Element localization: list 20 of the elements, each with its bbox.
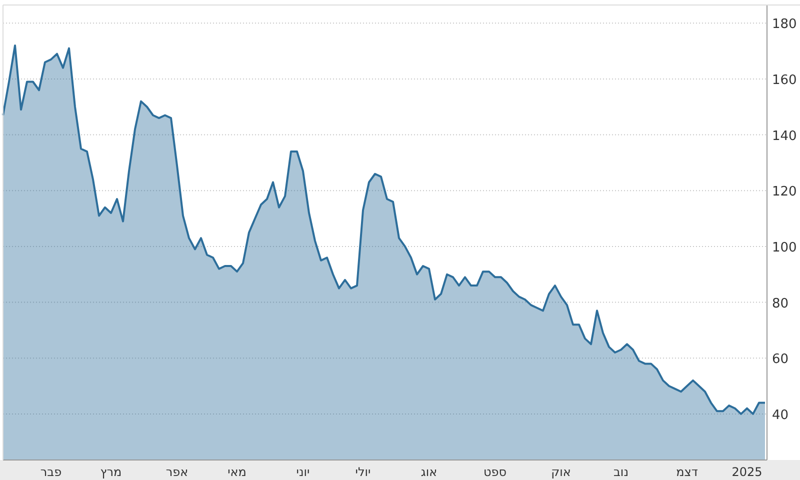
x-tick-label: יוני bbox=[296, 465, 310, 479]
x-tick-label: אוק bbox=[551, 465, 571, 479]
x-tick-label: מאי bbox=[228, 465, 246, 479]
y-tick-label: 120 bbox=[772, 184, 797, 200]
x-tick-label: 2025 bbox=[732, 465, 762, 479]
x-tick-label: פבר bbox=[40, 465, 62, 479]
y-tick-label: 80 bbox=[772, 296, 789, 312]
y-tick-label: 60 bbox=[772, 352, 789, 368]
y-tick-label: 140 bbox=[772, 128, 797, 144]
x-tick-label: ספט bbox=[483, 465, 507, 479]
x-tick-label: מרץ bbox=[100, 465, 122, 479]
y-tick-label: 40 bbox=[772, 408, 789, 423]
y-tick-label: 100 bbox=[772, 240, 797, 256]
x-tick-label: נוב bbox=[613, 465, 629, 479]
x-tick-label: אפר bbox=[166, 465, 188, 479]
x-tick-label: דצמ bbox=[676, 465, 698, 479]
x-tick-label: יולי bbox=[355, 465, 371, 479]
y-tick-label: 160 bbox=[772, 72, 797, 88]
y-tick-label: 180 bbox=[772, 17, 797, 32]
x-tick-label: אוג bbox=[420, 465, 438, 479]
